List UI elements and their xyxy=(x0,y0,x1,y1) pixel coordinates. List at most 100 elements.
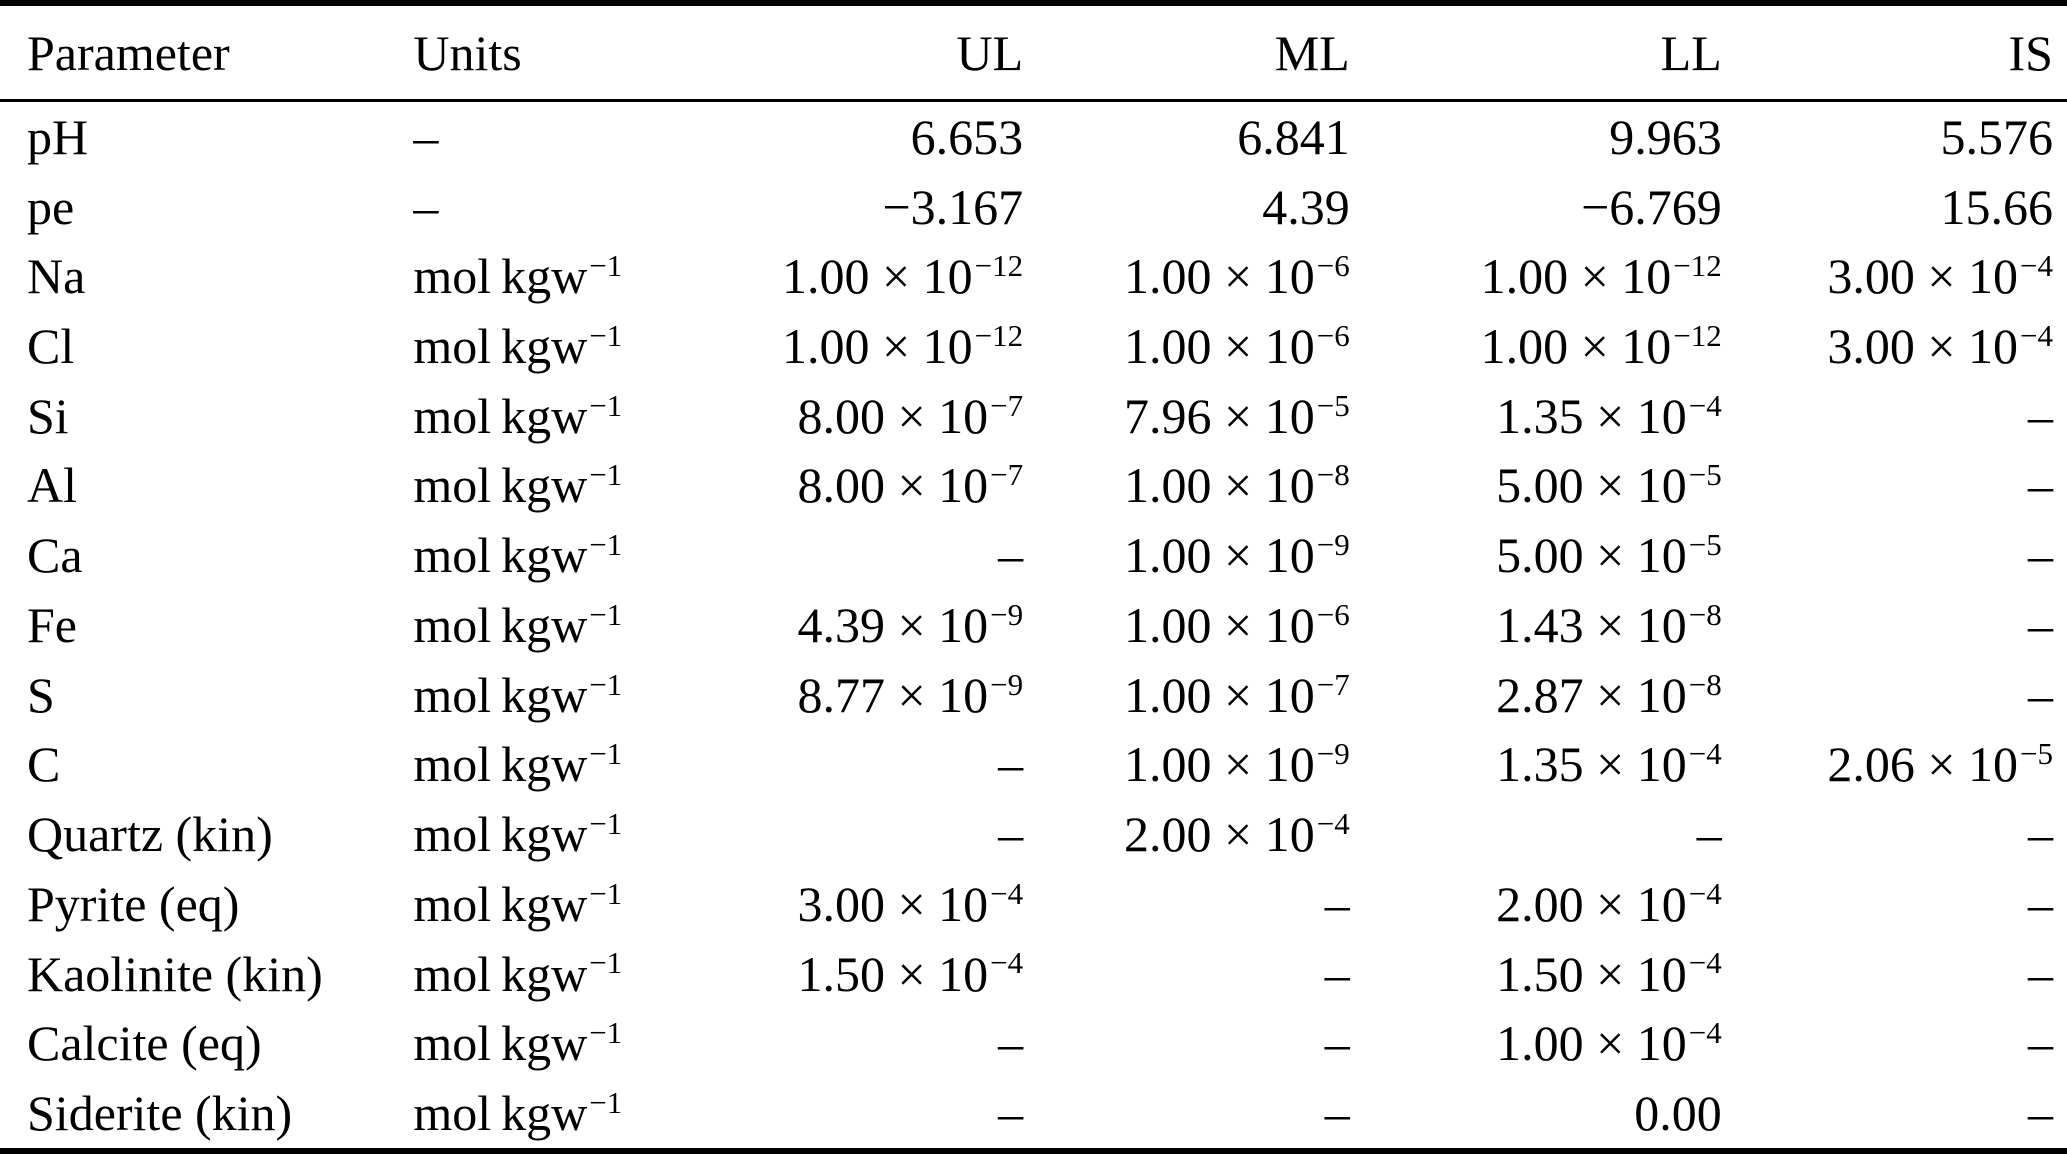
cell-pyrite-eq-parameter: Pyrite (eq) xyxy=(27,875,240,932)
cell-si-ll: 1.35 × 10−4 xyxy=(1496,387,1722,444)
cell-fe-ml: 1.00 × 10−6 xyxy=(1124,596,1350,653)
cell-pe-is: 15.66 xyxy=(1940,178,2054,235)
cell-s-ul: 8.77 × 10−9 xyxy=(797,666,1024,723)
cell-calcite-eq-ul: – xyxy=(998,1015,1024,1072)
exponent: −6 xyxy=(1316,317,1350,353)
cell-si-parameter: Si xyxy=(27,387,69,444)
exponent: −5 xyxy=(1316,387,1350,423)
cell-cl-parameter: Cl xyxy=(27,318,75,375)
cell-calcite-eq-ll: 1.00 × 10−4 xyxy=(1496,1015,1722,1072)
cell-ca-parameter: Ca xyxy=(27,527,83,584)
cell-pe-ll: −6.769 xyxy=(1581,178,1722,235)
exponent: −4 xyxy=(1688,387,1722,423)
exponent: −7 xyxy=(990,457,1024,493)
cell-siderite-kin-ml: – xyxy=(1324,1085,1350,1142)
cell-calcite-eq-is: – xyxy=(2028,1015,2053,1072)
cell-al-parameter: Al xyxy=(27,457,77,514)
cell-c-ml: 1.00 × 10−9 xyxy=(1124,736,1350,793)
cell-fe-ll: 1.43 × 10−8 xyxy=(1496,596,1722,653)
cell-na-ll: 1.00 × 10−12 xyxy=(1480,248,1722,305)
cell-ca-ul: – xyxy=(998,527,1024,584)
cell-calcite-eq-parameter: Calcite (eq) xyxy=(27,1015,262,1072)
exponent: −1 xyxy=(589,1084,623,1120)
cell-kaolinite-kin-is: – xyxy=(2028,945,2053,1002)
cell-pe-parameter: pe xyxy=(27,178,75,235)
table-row-pe: pe – −3.167 4.39 −6.769 15.66 xyxy=(0,172,2067,242)
exponent: −9 xyxy=(990,666,1024,702)
cell-quartz-kin-units: mol kgw−1 xyxy=(413,806,623,863)
exponent: −7 xyxy=(1316,666,1350,702)
column-header-units: Units xyxy=(413,3,701,102)
exponent: −8 xyxy=(1688,596,1722,632)
exponent: −1 xyxy=(589,806,623,842)
cell-al-ul: 8.00 × 10−7 xyxy=(797,457,1024,514)
cell-kaolinite-kin-ul: 1.50 × 10−4 xyxy=(797,945,1024,1002)
cell-na-units: mol kgw−1 xyxy=(413,248,623,305)
exponent: −5 xyxy=(1688,527,1722,563)
cell-quartz-kin-is: – xyxy=(2028,806,2053,863)
cell-na-ul: 1.00 × 10−12 xyxy=(781,248,1024,305)
cell-ca-units: mol kgw−1 xyxy=(413,527,623,584)
cell-calcite-eq-units: mol kgw−1 xyxy=(413,1015,623,1072)
cell-ph-ml: 6.841 xyxy=(1237,108,1350,165)
exponent: −8 xyxy=(1316,457,1350,493)
exponent: −1 xyxy=(589,666,623,702)
cell-siderite-kin-units: mol kgw−1 xyxy=(413,1084,623,1142)
table-row-ca: Ca mol kgw−1 – 1.00 × 10−9 5.00 × 10−5 – xyxy=(0,520,2067,590)
exponent: −6 xyxy=(1316,596,1350,632)
cell-pyrite-eq-ul: 3.00 × 10−4 xyxy=(797,875,1024,932)
table-row-quartz-kin: Quartz (kin) mol kgw−1 – 2.00 × 10−4 – – xyxy=(0,799,2067,869)
cell-siderite-kin-parameter: Siderite (kin) xyxy=(27,1085,293,1142)
cell-pyrite-eq-is: – xyxy=(2028,875,2053,932)
cell-ph-units: – xyxy=(413,108,439,165)
table-row-siderite-kin: Siderite (kin) mol kgw−1 – – 0.00 – xyxy=(0,1078,2067,1151)
cell-s-is: – xyxy=(2028,666,2053,723)
exponent: −4 xyxy=(1316,806,1350,842)
exponent: −8 xyxy=(1688,666,1722,702)
cell-kaolinite-kin-ll: 1.50 × 10−4 xyxy=(1496,945,1722,1002)
exponent: −1 xyxy=(589,736,623,772)
exponent: −4 xyxy=(1688,1015,1722,1051)
exponent: −1 xyxy=(589,596,623,632)
cell-kaolinite-kin-ml: – xyxy=(1324,945,1350,1002)
cell-quartz-kin-ml: 2.00 × 10−4 xyxy=(1124,806,1350,863)
cell-al-ll: 5.00 × 10−5 xyxy=(1496,457,1722,514)
exponent: −1 xyxy=(589,875,623,911)
exponent: −4 xyxy=(990,875,1024,911)
cell-al-is: – xyxy=(2028,457,2053,514)
cell-si-units: mol kgw−1 xyxy=(413,387,623,444)
table-row-si: Si mol kgw−1 8.00 × 10−7 7.96 × 10−5 1.35 × … xyxy=(0,381,2067,451)
cell-s-parameter: S xyxy=(27,666,55,723)
cell-na-ml: 1.00 × 10−6 xyxy=(1124,248,1350,305)
column-header-parameter: Parameter xyxy=(0,3,414,102)
cell-ph-ul: 6.653 xyxy=(910,108,1024,165)
cell-fe-is: – xyxy=(2028,596,2053,653)
cell-si-ml: 7.96 × 10−5 xyxy=(1124,387,1350,444)
cell-pe-units: – xyxy=(413,178,439,235)
exponent: −12 xyxy=(1673,317,1722,353)
table-body: pH – 6.653 6.841 9.963 5.576 pe – −3.167 4.39 −6.7… xyxy=(0,101,2067,1152)
cell-ph-ll: 9.963 xyxy=(1609,108,1722,165)
exponent: −4 xyxy=(2020,248,2053,284)
exponent: −4 xyxy=(1688,945,1722,981)
exponent: −9 xyxy=(990,596,1024,632)
exponent: −9 xyxy=(1316,736,1350,772)
exponent: −9 xyxy=(1316,527,1350,563)
cell-na-parameter: Na xyxy=(27,248,86,305)
cell-siderite-kin-ul: – xyxy=(998,1085,1024,1142)
table-header: Parameter Units UL ML LL IS xyxy=(0,3,2067,102)
cell-kaolinite-kin-units: mol kgw−1 xyxy=(413,945,623,1002)
cell-pyrite-eq-ll: 2.00 × 10−4 xyxy=(1496,875,1722,932)
exponent: −1 xyxy=(589,945,623,981)
exponent: −5 xyxy=(2020,736,2053,772)
cell-pe-ml: 4.39 xyxy=(1262,178,1350,235)
column-header-ul: UL xyxy=(700,3,1024,102)
cell-ca-ml: 1.00 × 10−9 xyxy=(1124,527,1350,584)
table-row-calcite-eq: Calcite (eq) mol kgw−1 – – 1.00 × 10−4 – xyxy=(0,1008,2067,1078)
cell-ca-ll: 5.00 × 10−5 xyxy=(1496,527,1722,584)
cell-pe-ul: −3.167 xyxy=(882,178,1024,235)
exponent: −7 xyxy=(990,387,1024,423)
column-header-ll: LL xyxy=(1349,3,1722,102)
cell-cl-ll: 1.00 × 10−12 xyxy=(1480,317,1722,375)
